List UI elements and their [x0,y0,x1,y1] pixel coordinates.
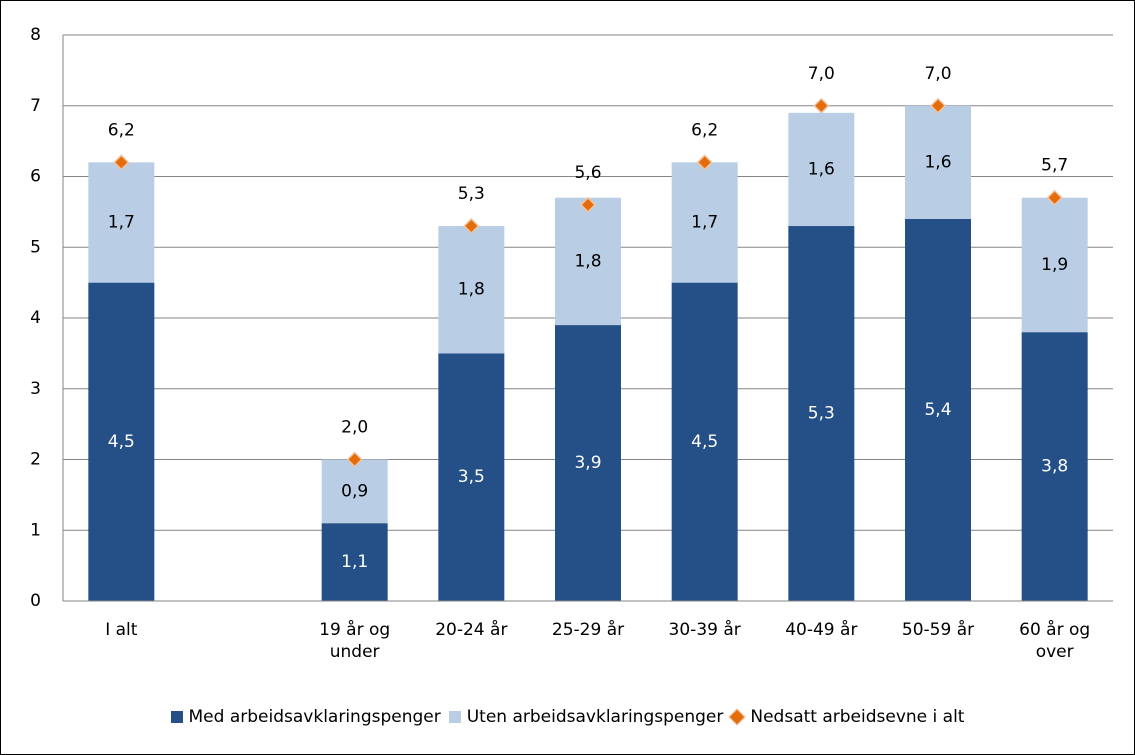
data-label: 4,5 [691,432,718,452]
data-label: 1,1 [341,552,368,572]
marker [696,154,713,171]
data-label: 5,6 [574,163,601,183]
data-label: 4,5 [108,432,135,452]
data-label: 2,0 [341,418,368,438]
data-label: 1,9 [1041,255,1068,275]
marker [463,217,480,235]
y-tick-label: 3 [30,379,41,399]
y-tick-label: 8 [30,25,41,45]
data-label: 1,8 [458,280,485,300]
data-label: 0,9 [341,481,368,501]
x-tick-label: 19 år og under [319,620,391,662]
legend-swatch [728,708,746,726]
data-label: 1,7 [108,212,135,232]
bar-segment [1021,197,1088,333]
y-tick-label: 5 [30,237,41,257]
data-label: 3,5 [458,467,485,487]
y-tick-label: 4 [30,308,41,328]
data-label: 5,4 [924,400,951,420]
y-tick-label: 6 [30,167,41,187]
data-label: 5,3 [808,404,835,424]
x-tick-label: I alt [105,620,138,640]
legend: Med arbeidsavklaringspenger Uten arbeidsa… [1,707,1134,727]
legend-item: Med arbeidsavklaringspenger [170,707,441,727]
data-label: 3,8 [1041,457,1068,477]
bar-segment [88,282,155,601]
data-label: 5,3 [458,184,485,204]
legend-item: Uten arbeidsavklaringspenger [448,707,724,727]
legend-swatch [170,711,183,723]
data-label: 1,8 [574,251,601,271]
legend-item: Nedsatt arbeidsevne i alt [728,707,965,727]
y-tick-label: 1 [30,520,41,540]
bar-segment [321,459,388,524]
data-label: 3,9 [574,453,601,473]
bar-segment [438,353,505,601]
y-tick-label: 0 [30,591,41,611]
y-tick-label: 2 [30,450,41,470]
x-tick-label: 30-39 år [668,620,741,640]
data-label: 1,6 [924,152,951,172]
bar-segment [905,218,971,601]
bar-segment [905,105,971,219]
bar-segment [88,162,155,283]
x-tick-label: 50-59 år [901,620,975,640]
bar-segment [555,197,621,326]
bar-segment [321,523,388,601]
data-label: 6,2 [691,120,718,140]
data-label: 1,6 [808,159,835,179]
x-tick-label: 20-24 år [435,620,508,640]
legend-swatch [448,711,461,723]
x-tick-label: 25-29 år [551,620,625,640]
bar-segment [671,282,738,601]
bar-segment [671,162,738,283]
bar-segment [1021,332,1088,601]
data-label: 5,7 [1041,156,1068,176]
x-tick-label: 60 år og over [1019,620,1091,662]
marker [346,451,363,468]
bar-segment [438,226,505,354]
data-label: 6,2 [108,120,135,140]
data-label: 1,7 [691,212,718,232]
bar-segment [788,112,855,227]
marker [813,97,830,114]
data-label: 7,0 [924,64,951,84]
marker [579,196,597,213]
data-label: 7,0 [808,64,835,84]
legend-label: Med arbeidsavklaringspenger [188,707,441,727]
marker [1046,189,1063,206]
legend-label: Nedsatt arbeidsevne i alt [750,707,965,727]
legend-label: Uten arbeidsavklaringspenger [466,707,724,727]
marker [113,154,130,171]
x-tick-label: 40-49 år [785,620,858,640]
bar-segment [555,325,621,601]
bar-segment [788,226,855,601]
marker [929,97,947,114]
y-tick-label: 7 [30,96,41,116]
